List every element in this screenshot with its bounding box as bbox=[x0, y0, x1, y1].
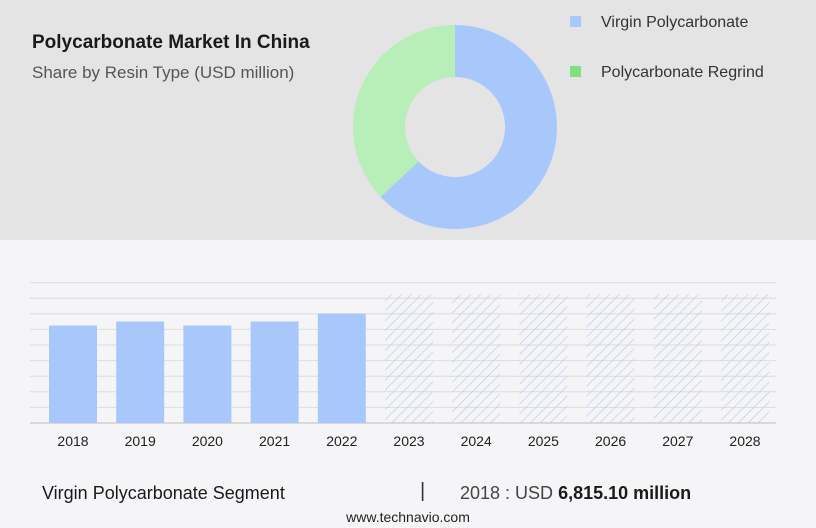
x-tick-label-2021: 2021 bbox=[259, 433, 290, 449]
bar-2022 bbox=[317, 313, 366, 423]
chart-title: Polycarbonate Market In China bbox=[32, 32, 310, 53]
bar-2020 bbox=[183, 325, 232, 423]
x-tick-label-2019: 2019 bbox=[125, 433, 156, 449]
legend-item-regrind: Polycarbonate Regrind bbox=[570, 64, 764, 82]
forecast-bar-2023 bbox=[385, 294, 433, 423]
x-tick-label-2028: 2028 bbox=[729, 433, 760, 449]
segment-value: 2018 : USD 6,815.10 million bbox=[460, 483, 691, 504]
x-tick-label-2023: 2023 bbox=[393, 433, 424, 449]
bar-2018 bbox=[49, 325, 97, 423]
segment-label: Virgin Polycarbonate Segment bbox=[42, 483, 285, 503]
legend-label-virgin: Virgin Polycarbonate bbox=[601, 14, 749, 31]
legend-swatch-virgin bbox=[570, 15, 581, 27]
forecast-bar-2025 bbox=[519, 294, 568, 423]
x-tick-label-2020: 2020 bbox=[192, 433, 223, 449]
forecast-bar-2027 bbox=[653, 294, 702, 423]
x-tick-label-2018: 2018 bbox=[57, 433, 88, 449]
segment-value-number: 6,815.10 million bbox=[558, 483, 692, 503]
legend-item-virgin: Virgin Polycarbonate bbox=[570, 14, 748, 32]
chart-subtitle: Share by Resin Type (USD million) bbox=[32, 63, 295, 82]
x-tick-label-2022: 2022 bbox=[326, 433, 357, 449]
x-tick-label-2025: 2025 bbox=[528, 433, 559, 449]
bar-chart: 2018 2019 2020 2021 2022 2023 2024 2025 2026 2027… bbox=[30, 282, 776, 449]
legend-label-regrind: Polycarbonate Regrind bbox=[601, 64, 764, 81]
legend-swatch-regrind bbox=[570, 65, 581, 77]
donut-chart bbox=[352, 25, 557, 229]
donut-slice-virgin-polycarbonate bbox=[380, 25, 557, 229]
footer-separator: | bbox=[420, 480, 426, 502]
donut-slice-polycarbonate-regrind bbox=[352, 25, 455, 197]
forecast-bar-2026 bbox=[586, 294, 635, 423]
x-tick-label-2027: 2027 bbox=[662, 433, 693, 449]
bar-2021 bbox=[250, 321, 299, 423]
x-tick-label-2024: 2024 bbox=[461, 433, 492, 449]
forecast-bar-2024 bbox=[452, 294, 501, 423]
bar-2019 bbox=[116, 321, 165, 423]
forecast-bar-2028 bbox=[721, 294, 769, 423]
website-link[interactable]: www.technavio.com bbox=[346, 509, 470, 525]
x-tick-label-2026: 2026 bbox=[595, 433, 626, 449]
segment-value-prefix: 2018 : USD bbox=[460, 483, 554, 503]
